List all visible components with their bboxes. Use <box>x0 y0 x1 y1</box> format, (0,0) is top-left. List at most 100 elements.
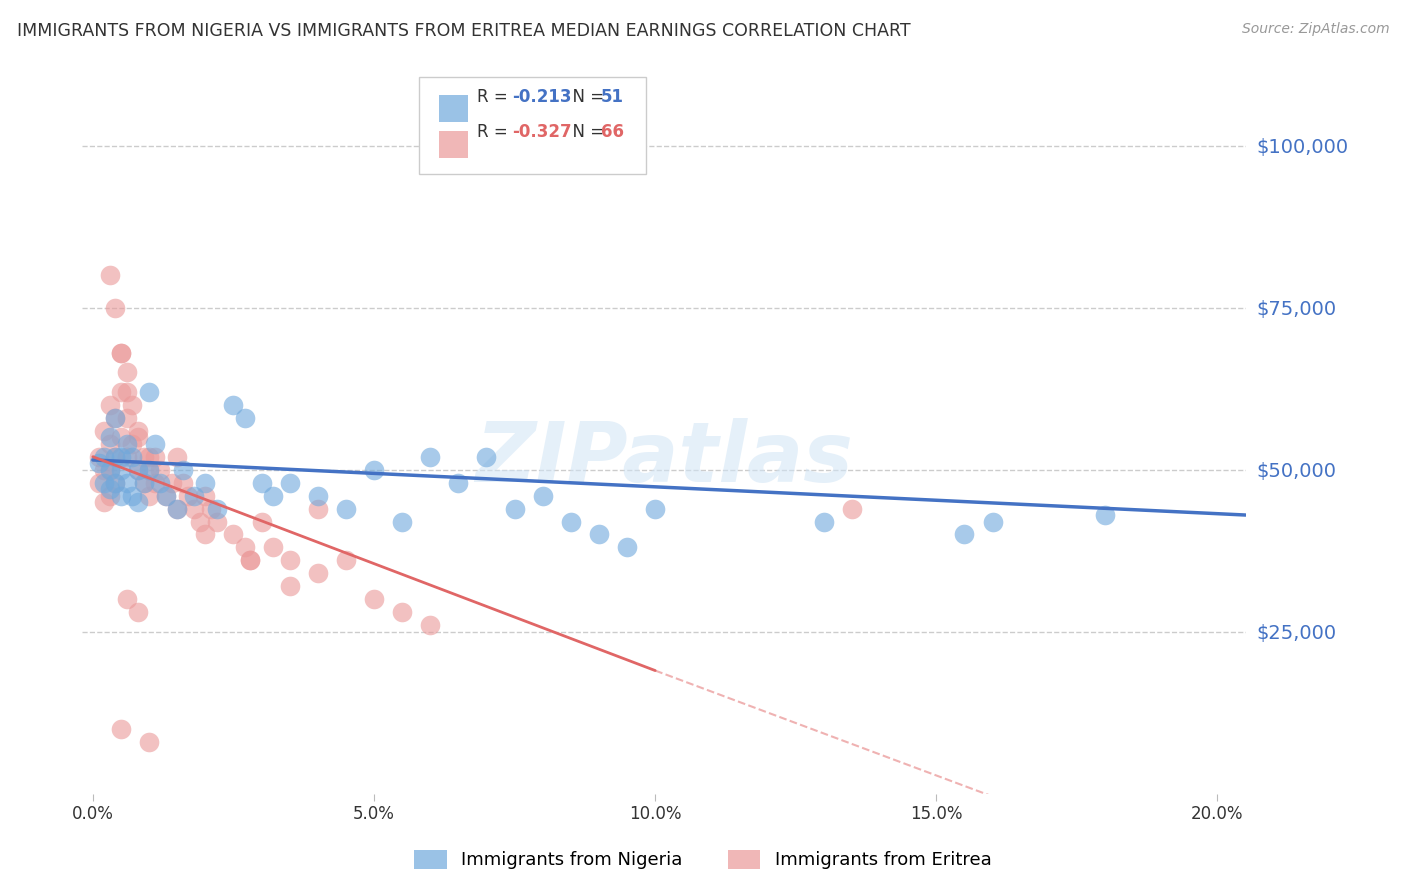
Point <box>121 436 143 450</box>
Point <box>104 410 127 425</box>
Point <box>981 515 1004 529</box>
Point <box>149 475 172 490</box>
Point <box>503 501 526 516</box>
Point <box>143 475 166 490</box>
Point <box>188 515 211 529</box>
Point <box>183 501 205 516</box>
Point <box>93 495 115 509</box>
Point <box>98 430 121 444</box>
Point <box>104 410 127 425</box>
Point <box>250 475 273 490</box>
Text: -0.327: -0.327 <box>512 123 572 141</box>
Point <box>110 489 132 503</box>
Point <box>127 424 149 438</box>
Point <box>115 436 138 450</box>
Point <box>127 430 149 444</box>
Point <box>93 463 115 477</box>
Point <box>143 436 166 450</box>
Point <box>644 501 666 516</box>
Point <box>160 475 183 490</box>
Point <box>115 475 138 490</box>
Point <box>98 463 121 477</box>
Point <box>87 456 110 470</box>
Point <box>87 475 110 490</box>
Point <box>307 489 329 503</box>
Point <box>115 384 138 399</box>
Point <box>250 515 273 529</box>
Point <box>138 450 160 464</box>
Point <box>110 384 132 399</box>
Point <box>335 553 357 567</box>
Text: N =: N = <box>562 123 610 141</box>
Point <box>1094 508 1116 522</box>
Point <box>104 450 127 464</box>
Point <box>138 463 160 477</box>
Point <box>115 410 138 425</box>
Point <box>104 475 127 490</box>
Point <box>115 366 138 380</box>
Point <box>155 489 177 503</box>
Point <box>200 501 222 516</box>
Point <box>391 605 413 619</box>
Point <box>953 527 976 541</box>
Point <box>205 515 228 529</box>
Point <box>419 618 441 632</box>
Point <box>841 501 863 516</box>
Point <box>110 430 132 444</box>
Point <box>115 450 138 464</box>
Point <box>93 475 115 490</box>
Point <box>104 450 127 464</box>
Point <box>127 463 149 477</box>
Point <box>233 410 256 425</box>
Point <box>262 541 284 555</box>
Text: R =: R = <box>478 87 513 105</box>
Point <box>616 541 638 555</box>
Point <box>110 722 132 736</box>
Point <box>222 398 245 412</box>
Point <box>278 553 301 567</box>
FancyBboxPatch shape <box>439 131 468 158</box>
Point <box>239 553 262 567</box>
Point <box>104 475 127 490</box>
Point <box>183 489 205 503</box>
Point <box>239 553 262 567</box>
Point <box>93 450 115 464</box>
Point <box>233 541 256 555</box>
Legend: Immigrants from Nigeria, Immigrants from Eritrea: Immigrants from Nigeria, Immigrants from… <box>405 841 1001 879</box>
Point <box>278 475 301 490</box>
Point <box>531 489 554 503</box>
Point <box>222 527 245 541</box>
FancyBboxPatch shape <box>419 78 647 174</box>
Point <box>98 482 121 496</box>
Text: R =: R = <box>478 123 513 141</box>
Point <box>194 475 217 490</box>
Point <box>143 450 166 464</box>
Point <box>194 527 217 541</box>
Point <box>110 463 132 477</box>
Point <box>98 398 121 412</box>
Point <box>166 501 188 516</box>
Text: 51: 51 <box>600 87 624 105</box>
Point <box>813 515 835 529</box>
Point <box>149 463 172 477</box>
Point <box>419 450 441 464</box>
Point <box>121 489 143 503</box>
Point <box>363 592 385 607</box>
Point <box>98 463 121 477</box>
Point <box>138 463 160 477</box>
Point <box>121 398 143 412</box>
Point <box>138 735 160 749</box>
Point <box>155 489 177 503</box>
Point <box>98 436 121 450</box>
Point <box>127 495 149 509</box>
Point <box>335 501 357 516</box>
Point <box>132 475 155 490</box>
Point <box>127 463 149 477</box>
Point <box>172 463 194 477</box>
Point <box>132 475 155 490</box>
Point <box>363 463 385 477</box>
Point <box>104 301 127 315</box>
Point <box>115 592 138 607</box>
Point <box>166 450 188 464</box>
Point <box>138 489 160 503</box>
